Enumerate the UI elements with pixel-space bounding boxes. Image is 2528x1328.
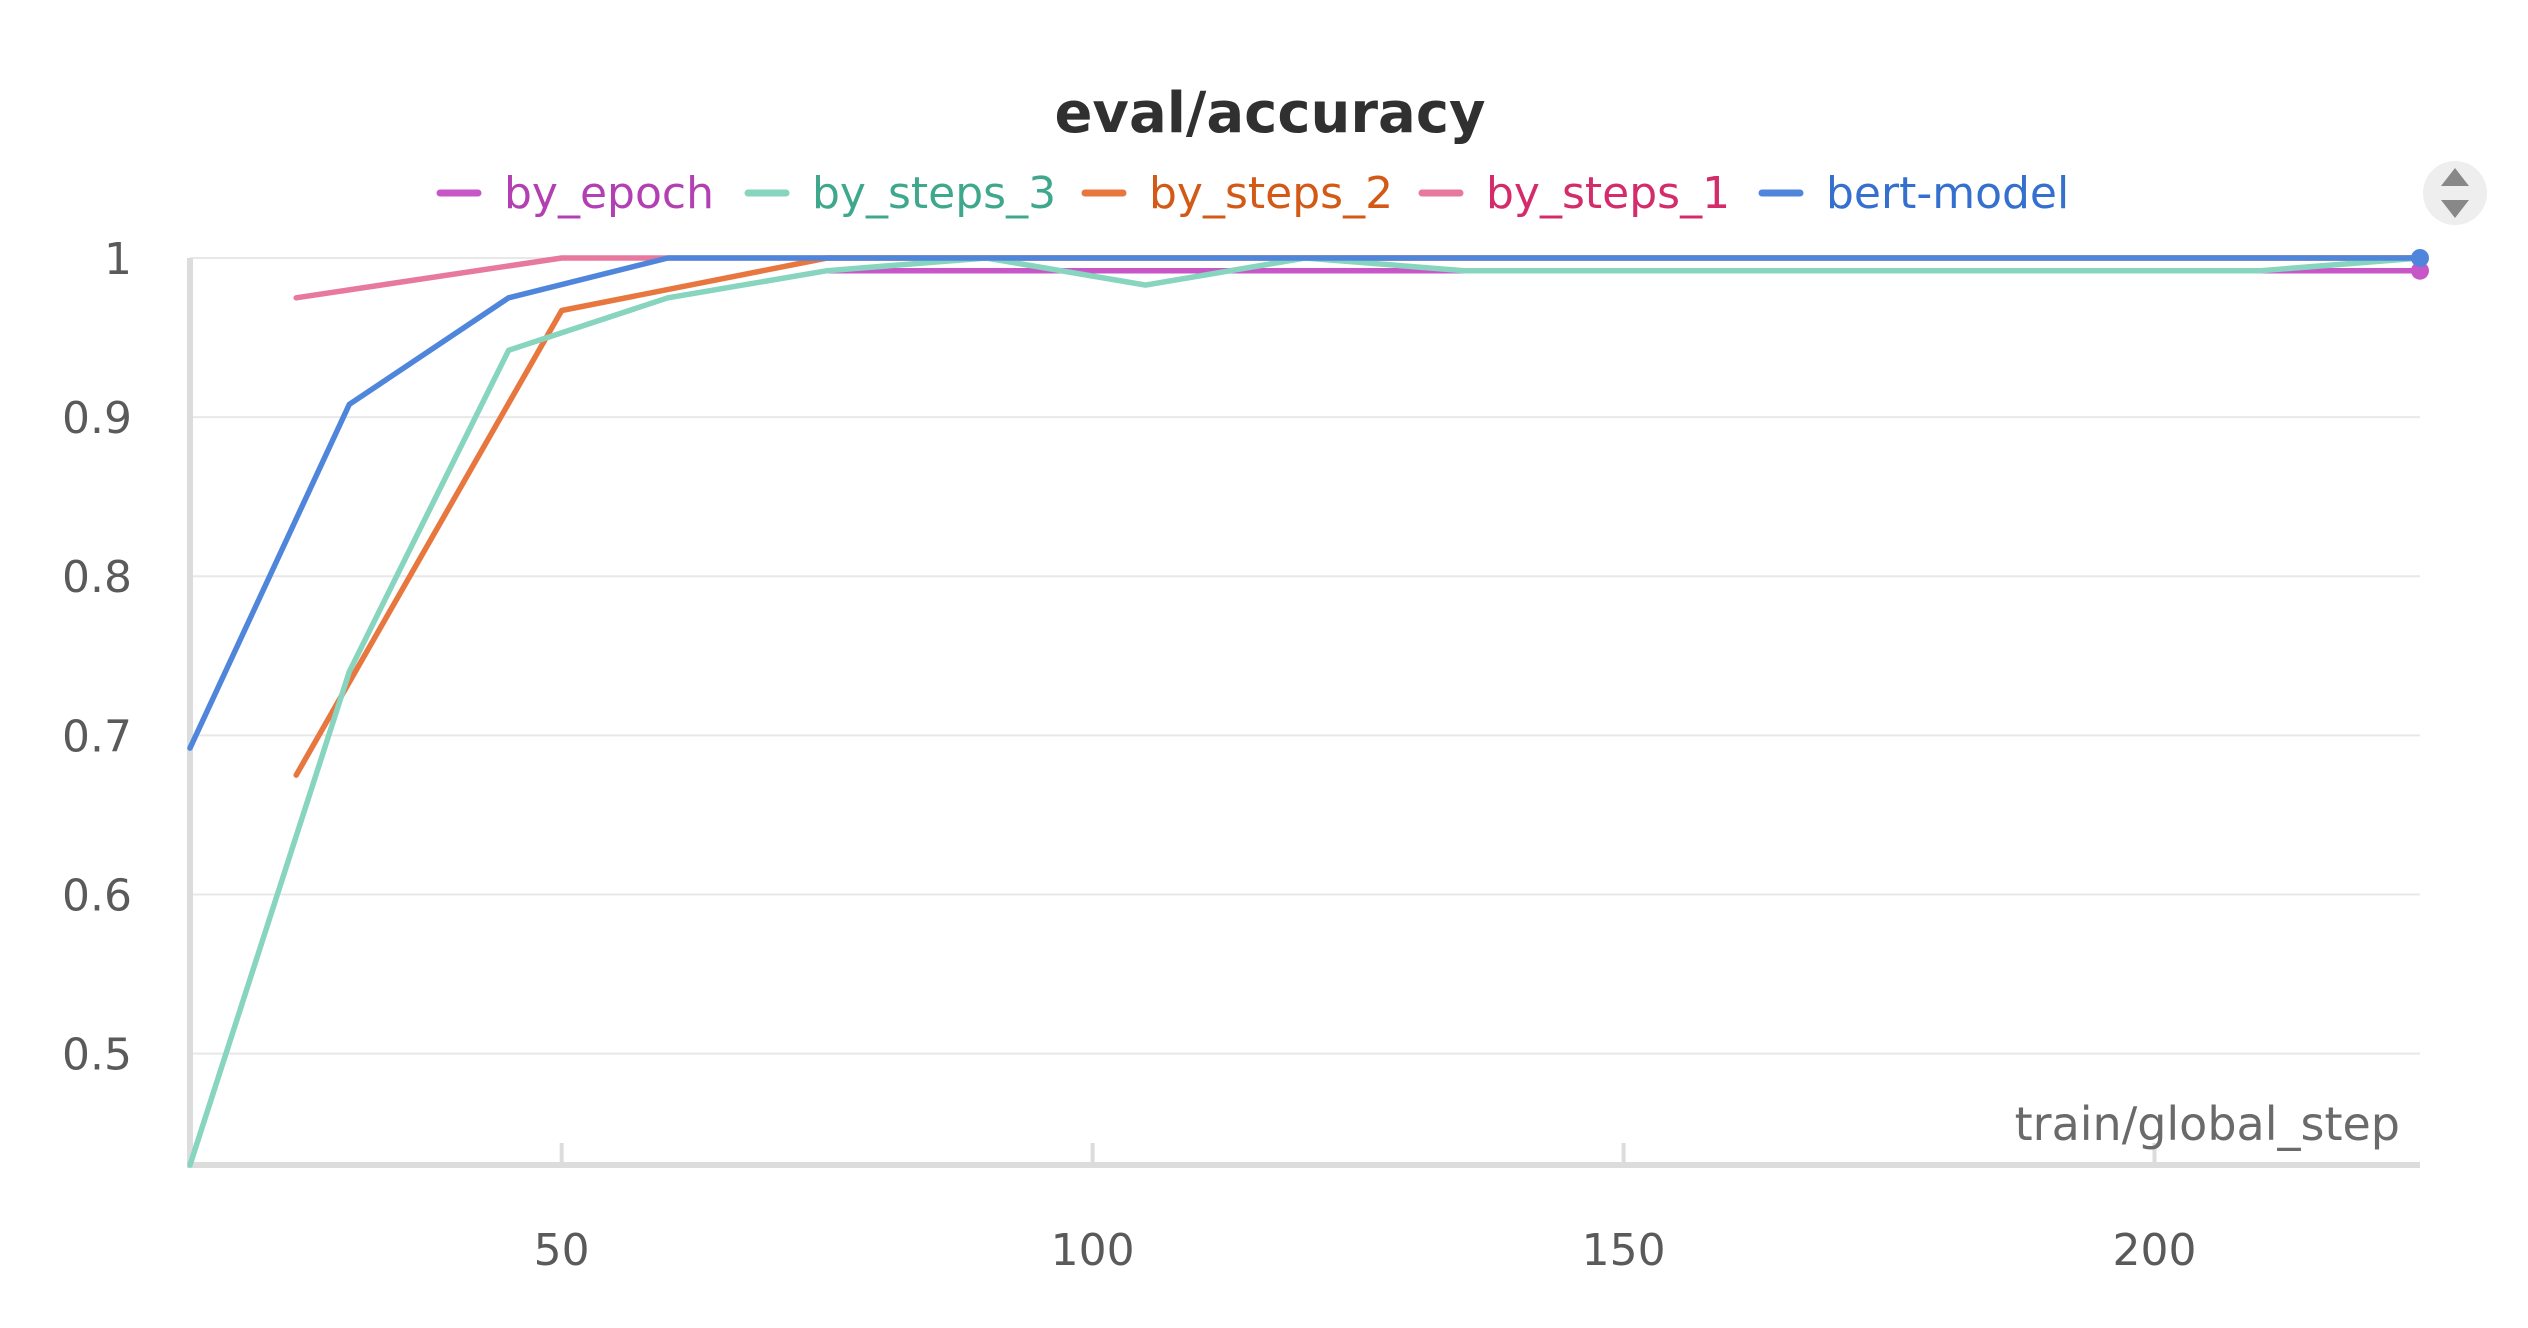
y-tick-label: 0.9 bbox=[62, 393, 132, 444]
end-point-by_epoch bbox=[2411, 261, 2429, 280]
x-tick-label: 150 bbox=[1582, 1225, 1666, 1276]
legend-item-by_epoch[interactable]: by_epoch bbox=[436, 168, 714, 219]
legend-item-by_steps_2[interactable]: by_steps_2 bbox=[1081, 168, 1393, 219]
y-tick-label: 0.7 bbox=[62, 711, 132, 762]
end-points bbox=[2411, 249, 2429, 280]
legend-item-bert-model[interactable]: bert-model bbox=[1758, 168, 2069, 219]
series-line-by_steps_2 bbox=[293, 255, 2423, 778]
chart-title: eval/accuracy bbox=[1054, 81, 1485, 146]
x-axis-label: train/global_step bbox=[2015, 1097, 2400, 1151]
y-tick-label: 0.6 bbox=[62, 870, 132, 921]
legend-label: by_steps_2 bbox=[1149, 168, 1393, 219]
legend-item-by_steps_1[interactable]: by_steps_1 bbox=[1418, 168, 1730, 219]
scroll-arrows-icon[interactable] bbox=[2423, 161, 2487, 225]
y-tick-label: 0.8 bbox=[62, 552, 132, 603]
end-point-bert-model bbox=[2411, 249, 2429, 267]
series-line-bert-model bbox=[187, 255, 2423, 751]
y-tick-label: 0.5 bbox=[62, 1030, 132, 1081]
legend-label: bert-model bbox=[1826, 168, 2069, 219]
legend[interactable]: by_epoch by_steps_3 by_steps_2 by_steps_1 be… bbox=[436, 168, 2069, 219]
x-tick-label: 100 bbox=[1051, 1225, 1135, 1276]
legend-label: by_steps_3 bbox=[812, 168, 1056, 219]
legend-label: by_epoch bbox=[504, 168, 714, 219]
series-line-by_steps_3 bbox=[187, 255, 2423, 1168]
legend-label: by_steps_1 bbox=[1486, 168, 1730, 219]
x-tick-label: 50 bbox=[534, 1225, 590, 1276]
legend-item-by_steps_3[interactable]: by_steps_3 bbox=[744, 168, 1056, 219]
x-tick-label: 200 bbox=[2113, 1225, 2197, 1276]
y-tick-label: 1 bbox=[104, 234, 132, 285]
series-lines bbox=[187, 255, 2423, 1168]
